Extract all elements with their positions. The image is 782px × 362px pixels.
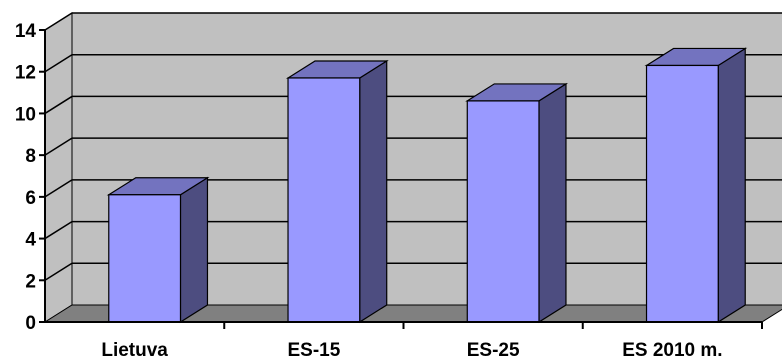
- y-tick-label: 10: [15, 104, 36, 125]
- x-category-label: ES-25: [467, 340, 520, 361]
- y-tick-label: 0: [25, 313, 36, 334]
- bar: [465, 82, 569, 324]
- bar-side: [359, 59, 388, 324]
- x-category-label: ES 2010 m.: [622, 340, 722, 361]
- side-wall: [44, 12, 73, 323]
- x-category-label: Lietuva: [101, 340, 168, 361]
- bar: [106, 176, 210, 324]
- bars: [106, 47, 748, 324]
- bar: [285, 59, 389, 324]
- x-axis-labels: Lietuva ES-15 ES-25 ES 2010 m.: [101, 322, 763, 361]
- bar-side: [179, 176, 209, 324]
- y-axis-ticks: 0 2 4 6 8 10 12 14: [15, 21, 45, 334]
- gridline: [44, 53, 782, 73]
- gridline: [44, 12, 782, 31]
- x-category-label: ES-15: [287, 340, 340, 361]
- bar-front: [287, 77, 361, 323]
- y-tick-label: 2: [25, 271, 36, 292]
- y-tick-label: 14: [15, 21, 37, 42]
- y-tick-label: 4: [25, 230, 36, 251]
- bar-front: [466, 100, 540, 323]
- bar-side: [717, 47, 746, 324]
- bar-side: [538, 82, 567, 324]
- chart-walls: [44, 12, 782, 323]
- y-tick-label: 6: [25, 188, 36, 209]
- y-tick-label: 12: [15, 63, 36, 84]
- bar-front: [645, 64, 719, 323]
- bar-front: [108, 194, 182, 323]
- y-tick-label: 8: [25, 146, 36, 167]
- bar: [644, 47, 748, 324]
